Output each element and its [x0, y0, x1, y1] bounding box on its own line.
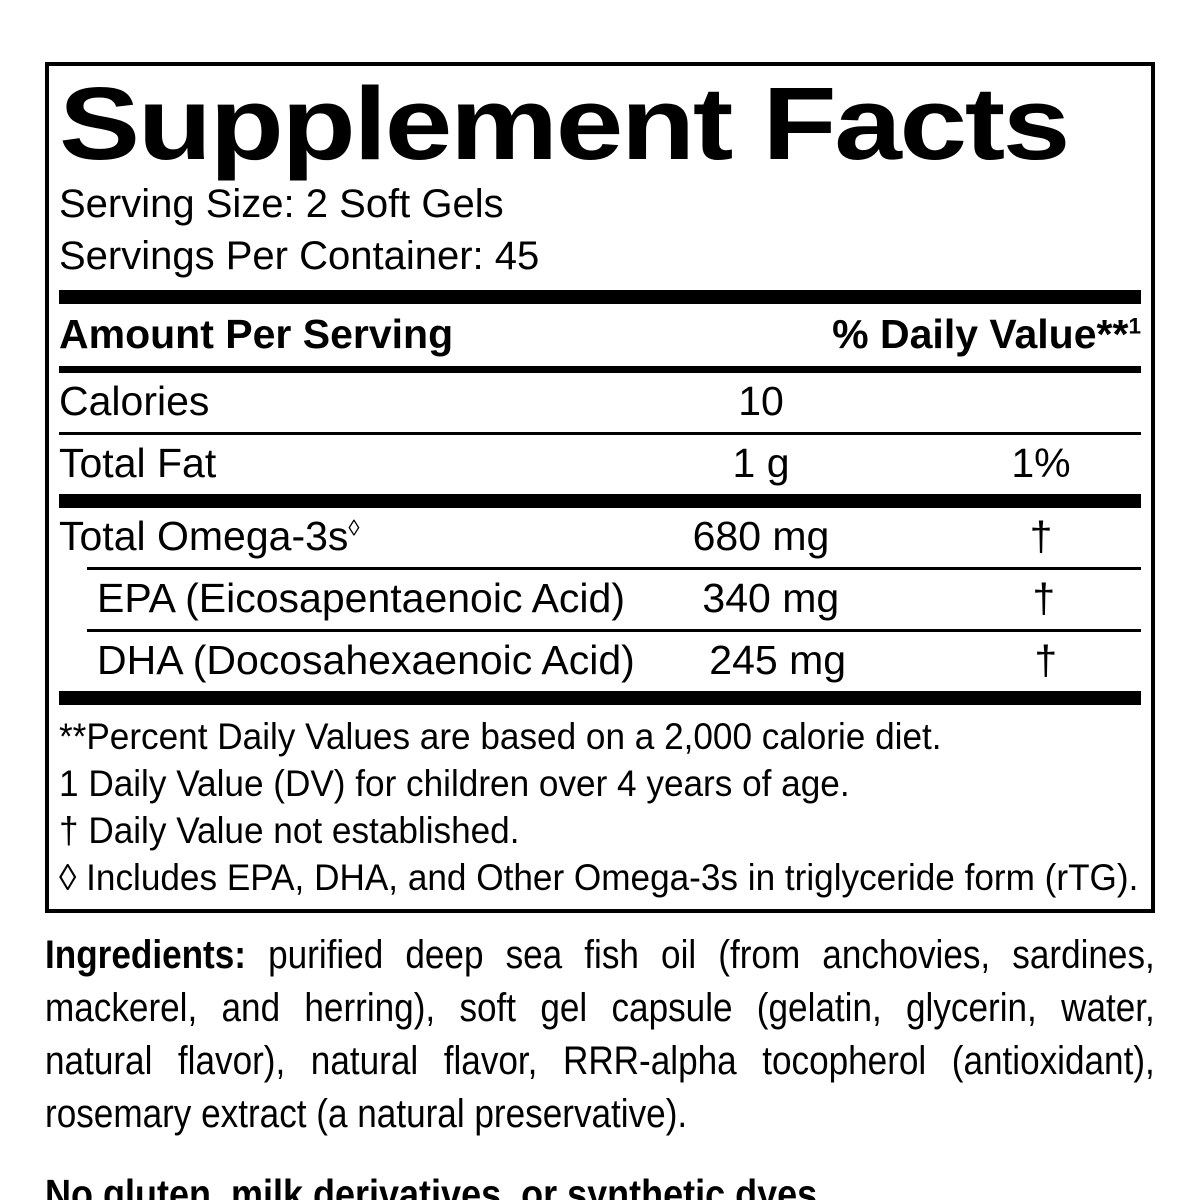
nutrient-name: Total Fat	[59, 440, 611, 487]
table-header-row: Amount Per Serving % Daily Value**1	[59, 304, 1141, 366]
nutrient-daily-value: †	[1029, 513, 1053, 559]
nutrient-name-text: Total Omega-3s	[59, 513, 349, 559]
nutrient-daily-value: 1%	[1011, 440, 1071, 486]
thick-divider	[59, 691, 1141, 705]
header-daily-value: % Daily Value**1	[832, 311, 1141, 358]
header-daily-value-superscript: 1	[1128, 313, 1141, 339]
supplement-facts-panel: Supplement Facts Serving Size: 2 Soft Ge…	[45, 62, 1155, 913]
ingredients-label: Ingredients:	[45, 933, 246, 977]
thin-divider	[59, 432, 1141, 435]
panel-title: Supplement Facts	[59, 66, 1070, 181]
footnotes-block: **Percent Daily Values are based on a 2,…	[59, 713, 1141, 901]
footnote-percent-dv: **Percent Daily Values are based on a 2,…	[59, 716, 942, 757]
condensed-text-wrapper: Ingredients: purified deep sea fish oil …	[45, 929, 1155, 1200]
nutrient-name-text: DHA (Docosahexaenoic Acid)	[97, 637, 635, 683]
nutrient-name: DHA (Docosahexaenoic Acid)	[59, 637, 635, 684]
nutrient-name: Calories	[59, 378, 611, 425]
footnote-dagger: † Daily Value not established.	[59, 810, 520, 851]
nutrient-row-epa: EPA (Eicosapentaenoic Acid) 340 mg †	[59, 570, 1141, 629]
thick-divider	[59, 494, 1141, 508]
panel-title-row: Supplement Facts	[59, 66, 1141, 181]
nutrient-amount: 680 mg	[692, 513, 830, 559]
nutrient-amount: 10	[738, 378, 784, 424]
medium-divider	[59, 366, 1141, 373]
thin-divider-indented	[87, 629, 1141, 632]
nutrient-daily-value: †	[1032, 575, 1056, 621]
footnote-children-dv: 1 Daily Value (DV) for children over 4 y…	[59, 763, 850, 804]
ingredients-list: purified deep sea fish oil (from anchovi…	[45, 933, 1155, 1136]
ingredients-paragraph: Ingredients: purified deep sea fish oil …	[45, 929, 1155, 1141]
nutrient-row-dha: DHA (Docosahexaenoic Acid) 245 mg †	[59, 632, 1141, 691]
nutrient-name: Total Omega-3s◊	[59, 513, 611, 560]
nutrient-name-text: Calories	[59, 378, 210, 424]
below-panel-section: Ingredients: purified deep sea fish oil …	[45, 929, 1155, 1200]
nutrient-name-text: EPA (Eicosapentaenoic Acid)	[97, 575, 625, 621]
thick-divider	[59, 290, 1141, 304]
nutrient-row-total-fat: Total Fat 1 g 1%	[59, 435, 1141, 494]
thin-divider-indented	[87, 567, 1141, 570]
nutrient-name: EPA (Eicosapentaenoic Acid)	[59, 575, 625, 622]
nutrient-name-superscript: ◊	[348, 515, 360, 541]
servings-per-container: Servings Per Container: 45	[59, 234, 540, 278]
nutrient-amount: 245 mg	[709, 637, 847, 683]
nutrient-row-calories: Calories 10	[59, 373, 1141, 432]
nutrient-amount: 340 mg	[702, 575, 840, 621]
nutrient-amount: 1 g	[732, 440, 790, 486]
serving-size: Serving Size: 2 Soft Gels	[59, 182, 504, 226]
nutrient-row-total-omega-3s: Total Omega-3s◊ 680 mg †	[59, 508, 1141, 567]
header-daily-value-text: % Daily Value**	[832, 311, 1129, 357]
header-amount-per-serving: Amount Per Serving	[59, 311, 454, 357]
nutrient-daily-value: †	[1034, 637, 1058, 683]
allergen-statement: No gluten, milk derivatives, or syntheti…	[45, 1171, 828, 1200]
nutrient-name-text: Total Fat	[59, 440, 217, 486]
footnote-lozenge: ◊ Includes EPA, DHA, and Other Omega-3s …	[59, 857, 1139, 898]
